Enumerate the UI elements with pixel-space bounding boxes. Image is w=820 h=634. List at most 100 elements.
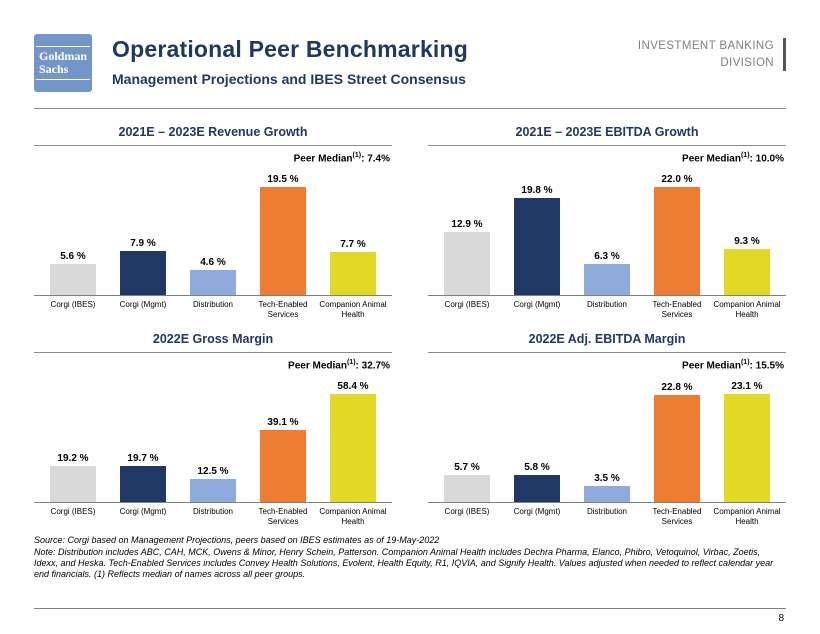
- bar-value-label: 19.8 %: [521, 185, 553, 196]
- bars-area: 19.2 % 19.7 % 12.5 % 39.1 % 58.4 %: [34, 375, 392, 504]
- bar-value-label: 5.8 %: [524, 462, 550, 474]
- bar: [653, 187, 701, 295]
- bar-column: 22.8 %: [642, 375, 712, 503]
- peer-median-value: : 10.0%: [749, 153, 784, 165]
- bar-value-label: 4.6 %: [200, 257, 226, 268]
- peer-median-footnote-ref: (1): [352, 152, 362, 159]
- peer-median-label: Peer Median(1): 7.4%: [34, 152, 390, 166]
- category-label: Distribution: [586, 300, 627, 309]
- bar-value-label: 12.9 %: [451, 219, 483, 230]
- category-label: Companion Animal Health: [319, 507, 387, 526]
- goldman-sachs-logo-text: Goldman Sachs: [35, 45, 90, 81]
- bar-value-label: 19.2 %: [57, 453, 89, 465]
- bar: [513, 475, 561, 503]
- footnote-note: Note: Distribution includes ABC, CAH, MC…: [34, 546, 774, 580]
- category-label: Corgi (Mgmt): [119, 300, 167, 309]
- category-label: Distribution: [192, 300, 233, 309]
- bar-value-label: 7.7 %: [340, 239, 366, 250]
- category-label: Distribution: [192, 507, 233, 517]
- bar-column: 19.8 %: [502, 168, 572, 295]
- title-block: Operational Peer Benchmarking Management…: [112, 34, 468, 87]
- bar-column: 12.5 %: [178, 375, 248, 503]
- bars-area: 5.7 % 5.8 % 3.5 % 22.8 % 23.1 %: [428, 375, 786, 504]
- bar-column: 39.1 %: [248, 375, 318, 503]
- bar: [259, 187, 307, 295]
- charts-grid: 2021E – 2023E Revenue Growth Peer Median…: [34, 125, 786, 526]
- category-label: Corgi (IBES): [50, 300, 96, 309]
- bar-value-label: 19.7 %: [127, 453, 159, 465]
- bar-value-label: 22.8 %: [661, 382, 693, 394]
- chart-title: 2021E – 2023E Revenue Growth: [34, 125, 392, 146]
- bar-value-label: 3.5 %: [594, 473, 620, 485]
- bar-column: 5.8 %: [502, 375, 572, 503]
- bar: [583, 486, 631, 503]
- category-label: Corgi (IBES): [444, 507, 490, 517]
- bar-value-label: 7.9 %: [130, 238, 156, 249]
- page-title: Operational Peer Benchmarking: [112, 36, 469, 62]
- category-label: Distribution: [586, 507, 627, 517]
- bar-column: 12.9 %: [432, 168, 502, 295]
- category-label: Companion Animal Health: [319, 300, 387, 319]
- bar-column: 5.6 %: [38, 168, 108, 295]
- header-divider: [34, 108, 786, 109]
- footnotes: Source: Corgi based on Management Projec…: [34, 535, 786, 580]
- bars-area: 12.9 % 19.8 % 6.3 % 22.0 % 9.3 %: [428, 168, 786, 296]
- division-label: INVESTMENT BANKING DIVISION: [637, 38, 786, 72]
- peer-median-text: Peer Median: [288, 360, 347, 372]
- bar: [119, 251, 167, 295]
- goldman-sachs-logo: Goldman Sachs: [34, 34, 92, 92]
- division-line-1: INVESTMENT BANKING: [637, 40, 774, 52]
- bar-column: 58.4 %: [318, 375, 388, 503]
- peer-median-footnote-ref: (1): [740, 359, 750, 367]
- peer-median-value: : 32.7%: [355, 360, 390, 372]
- bar: [329, 252, 377, 295]
- bar: [513, 198, 561, 295]
- bar: [49, 466, 97, 503]
- footnote-source: Source: Corgi based on Management Projec…: [34, 535, 440, 546]
- peer-median-label: Peer Median(1): 10.0%: [428, 152, 784, 166]
- peer-median-footnote-ref: (1): [740, 152, 750, 159]
- peer-median-label: Peer Median(1): 15.5%: [428, 359, 784, 373]
- bar-value-label: 9.3 %: [734, 236, 760, 247]
- category-label: Corgi (IBES): [50, 507, 96, 517]
- bar-column: 23.1 %: [712, 375, 782, 503]
- category-label: Tech-Enabled Services: [258, 300, 308, 319]
- peer-median-label: Peer Median(1): 32.7%: [34, 359, 390, 373]
- category-label: Companion Animal Health: [713, 507, 781, 526]
- bar-column: 9.3 %: [712, 168, 782, 295]
- logo-line-2: Sachs: [38, 62, 69, 76]
- bar: [583, 264, 631, 295]
- bar-column: 19.2 %: [38, 375, 108, 503]
- bar-column: 19.5 %: [248, 168, 318, 295]
- chart-panel-adj-ebitda-margin: 2022E Adj. EBITDA Margin Peer Median(1):…: [428, 332, 786, 526]
- page-number: 8: [778, 613, 784, 624]
- category-labels: Corgi (IBES) Corgi (Mgmt) Distribution Tech…: [34, 503, 392, 526]
- chart-panel-ebitda-growth: 2021E – 2023E EBITDA Growth Peer Median(…: [428, 125, 786, 319]
- bar: [119, 466, 167, 503]
- chart-panel-revenue-growth: 2021E – 2023E Revenue Growth Peer Median…: [34, 125, 392, 319]
- bar: [653, 395, 701, 503]
- bar-value-label: 23.1 %: [731, 381, 763, 393]
- bar-value-label: 58.4 %: [337, 381, 369, 393]
- peer-median-text: Peer Median: [682, 360, 741, 372]
- division-line-2: DIVISION: [720, 56, 774, 69]
- bar-column: 19.7 %: [108, 375, 178, 503]
- bar: [259, 430, 307, 503]
- bar-column: 7.7 %: [318, 168, 388, 295]
- bar: [443, 232, 491, 295]
- page-subtitle: Management Projections and IBES Street C…: [112, 71, 466, 87]
- bar-column: 4.6 %: [178, 168, 248, 295]
- bar-column: 3.5 %: [572, 375, 642, 503]
- bar: [189, 270, 237, 295]
- peer-median-value: : 15.5%: [749, 360, 784, 372]
- category-label: Companion Animal Health: [713, 300, 781, 319]
- bar-value-label: 22.0 %: [661, 174, 693, 185]
- category-label: Corgi (IBES): [444, 300, 490, 309]
- bar-column: 22.0 %: [642, 168, 712, 295]
- category-labels: Corgi (IBES) Corgi (Mgmt) Distribution Tech…: [428, 503, 786, 526]
- bar-value-label: 19.5 %: [267, 174, 299, 185]
- chart-panel-gross-margin: 2022E Gross Margin Peer Median(1): 32.7%…: [34, 332, 392, 526]
- peer-median-text: Peer Median: [293, 153, 353, 165]
- bar-value-label: 5.7 %: [454, 462, 480, 474]
- chart-title: 2021E – 2023E EBITDA Growth: [428, 125, 786, 146]
